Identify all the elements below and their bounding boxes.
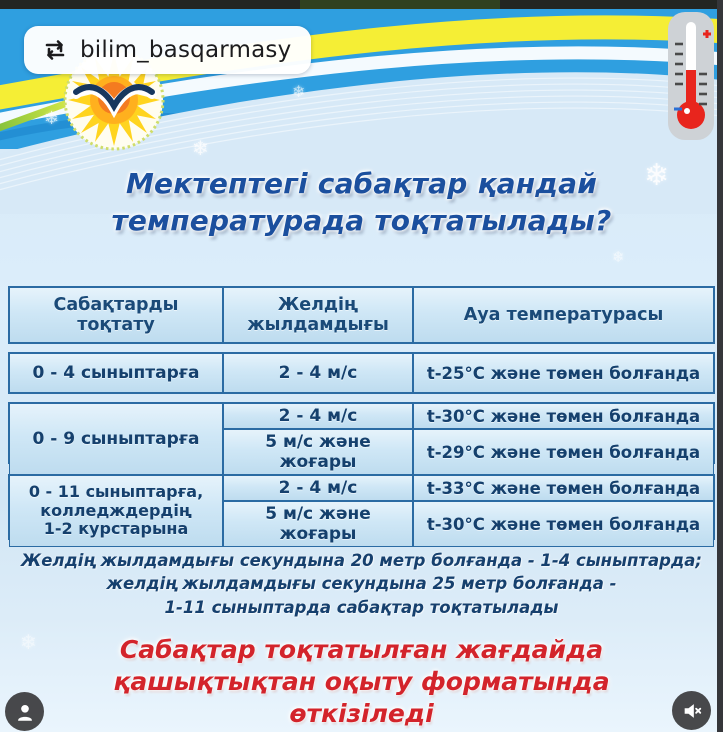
column-header-stop-classes: Сабақтарды тоқтату xyxy=(9,287,223,343)
page-title: Мектептегі сабақтар қандай температурада… xyxy=(30,166,693,240)
wind-rule-note: Желдің жылдамдығы секундына 20 метр болғ… xyxy=(0,549,723,619)
column-header-wind-speed: Желдің жылдамдығы xyxy=(223,287,413,343)
header-artwork xyxy=(0,9,723,214)
cell-classes-line: 1-2 курстарына xyxy=(43,519,189,539)
thermometer-icon xyxy=(668,12,714,140)
title-line-2: температурада тоқтатылады? xyxy=(111,203,612,237)
cell-wind: 2 - 4 м/с xyxy=(223,403,413,429)
table-row: 0 - 4 сыныптарға 2 - 4 м/с t-25°C және т… xyxy=(8,352,715,394)
repost-attribution-pill[interactable]: bilim_basqarmasy xyxy=(24,26,312,74)
note-line-2: желдің жылдамдығы секундына 25 метр болғ… xyxy=(106,574,617,594)
table-row-group: 0 - 9 сыныптарға 2 - 4 м/с t-30°C және т… xyxy=(8,402,715,475)
table-header-row: Сабақтарды тоқтату Желдің жылдамдығы Ауа… xyxy=(8,286,715,344)
note-line-3: 1-11 сыныптарда сабақтар тоқтатылады xyxy=(164,597,559,617)
cell-classes-line: колледждердің xyxy=(40,500,192,520)
avatar-button[interactable] xyxy=(5,692,44,731)
cell-temp: t-30°C және төмен болғанда xyxy=(413,501,714,547)
alert-line-3: өткізіледі xyxy=(289,699,434,728)
muted-speaker-icon xyxy=(684,703,701,718)
cell-classes: 0 - 9 сыныптарға xyxy=(9,403,223,475)
cell-classes-line: 0 - 11 сыныптарға, xyxy=(28,481,204,501)
cell-classes: 0 - 4 сыныптарға xyxy=(9,353,223,393)
avatar-icon xyxy=(17,704,32,721)
video-top-strip-detail xyxy=(300,0,500,9)
title-line-1: Мектептегі сабақтар қандай xyxy=(125,167,598,200)
column-header-air-temperature: Ауа температурасы xyxy=(413,287,714,343)
cell-temp: t-29°C және төмен болғанда xyxy=(413,429,714,475)
video-top-strip xyxy=(0,0,723,9)
alert-line-1: Сабақтар тоқтатылған жағдайда xyxy=(119,635,604,664)
cell-temp: t-33°C және төмен болғанда xyxy=(413,475,714,501)
cell-temp: t-25°C және төмен болғанда xyxy=(413,353,714,393)
cell-wind: 5 м/с және жоғары xyxy=(223,501,413,547)
video-right-strip xyxy=(717,0,723,732)
cell-wind: 2 - 4 м/с xyxy=(223,353,413,393)
table-row-group: 0 - 11 сыныптарға, колледждердің 1-2 кур… xyxy=(8,474,715,547)
mute-button[interactable] xyxy=(672,691,711,730)
cell-wind: 2 - 4 м/с xyxy=(223,475,413,501)
repost-icon xyxy=(45,40,65,60)
distance-learning-alert: Сабақтар тоқтатылған жағдайда қашықтықта… xyxy=(0,634,723,730)
cell-temp: t-30°C және төмен болғанда xyxy=(413,403,714,429)
cell-wind: 5 м/с және жоғары xyxy=(223,429,413,475)
snowflake-icon: ❄ xyxy=(612,248,625,266)
note-line-1: Желдің жылдамдығы секундына 20 метр болғ… xyxy=(21,551,702,570)
sun-book-logo xyxy=(63,49,165,151)
repost-username: bilim_basqarmasy xyxy=(80,37,292,63)
alert-line-2: қашықтықтан оқыту форматында xyxy=(113,667,610,696)
cell-classes: 0 - 11 сыныптарға, колледждердің 1-2 кур… xyxy=(9,475,223,547)
